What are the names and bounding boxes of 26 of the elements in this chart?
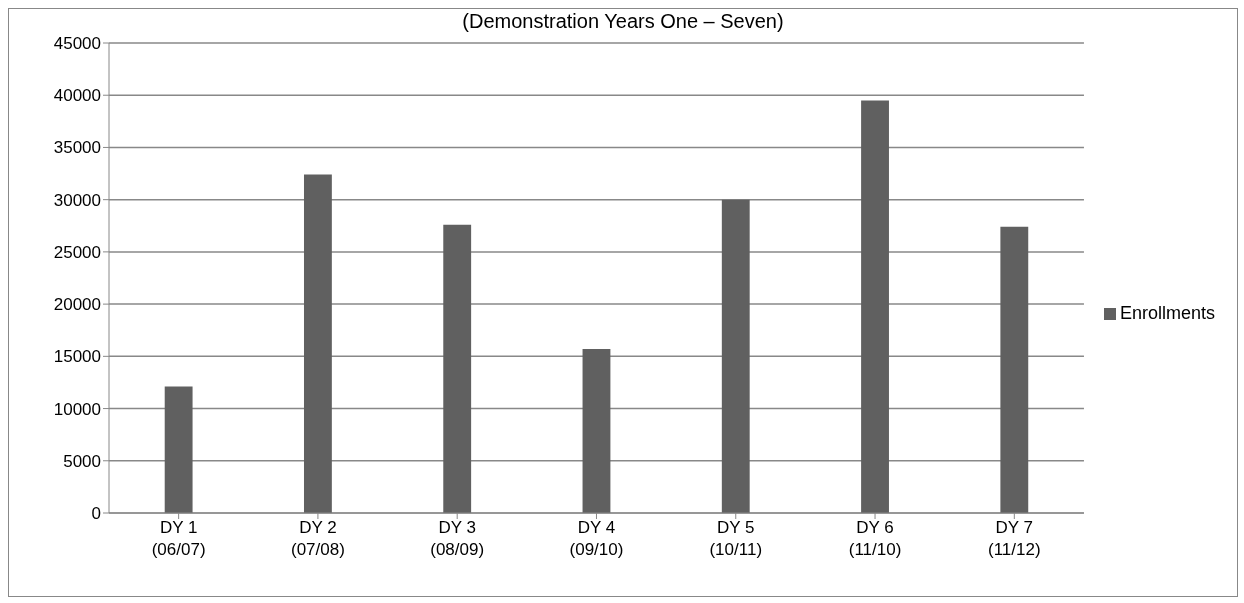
bar [164, 386, 193, 513]
y-tick-label: 15000 [53, 347, 101, 367]
x-tick-label: DY 7 (11/12) [988, 518, 1041, 559]
legend-label: Enrollments [1119, 302, 1215, 323]
y-tick-label: 30000 [53, 190, 101, 210]
bar [861, 100, 889, 513]
y-tick-label: 10000 [53, 399, 101, 419]
x-tick-label: DY 6 (11/10) [848, 518, 902, 559]
bar [721, 199, 750, 513]
x-tick-label: DY 1 (06/07) [151, 518, 206, 559]
bar [1000, 226, 1029, 513]
x-tick-label: DY 3 (08/09) [430, 518, 485, 559]
y-tick-label: 25000 [53, 242, 101, 262]
y-tick-label: 35000 [53, 138, 101, 158]
y-tick-label: 20000 [53, 295, 101, 315]
chart-title: (Demonstration Years One – Seven) [461, 9, 785, 33]
bar [443, 224, 472, 513]
x-tick-label: DY 5 (10/11) [709, 518, 763, 559]
bar [303, 174, 332, 513]
y-tick-label: 45000 [53, 34, 101, 54]
y-tick-label: 40000 [53, 86, 101, 106]
y-tick-label: 5000 [63, 451, 101, 471]
x-tick-label: DY 2 (07/08) [290, 518, 345, 559]
y-tick-label: 0 [91, 504, 101, 524]
bar [582, 349, 611, 513]
x-tick-label: DY 4 (09/10) [569, 518, 624, 559]
